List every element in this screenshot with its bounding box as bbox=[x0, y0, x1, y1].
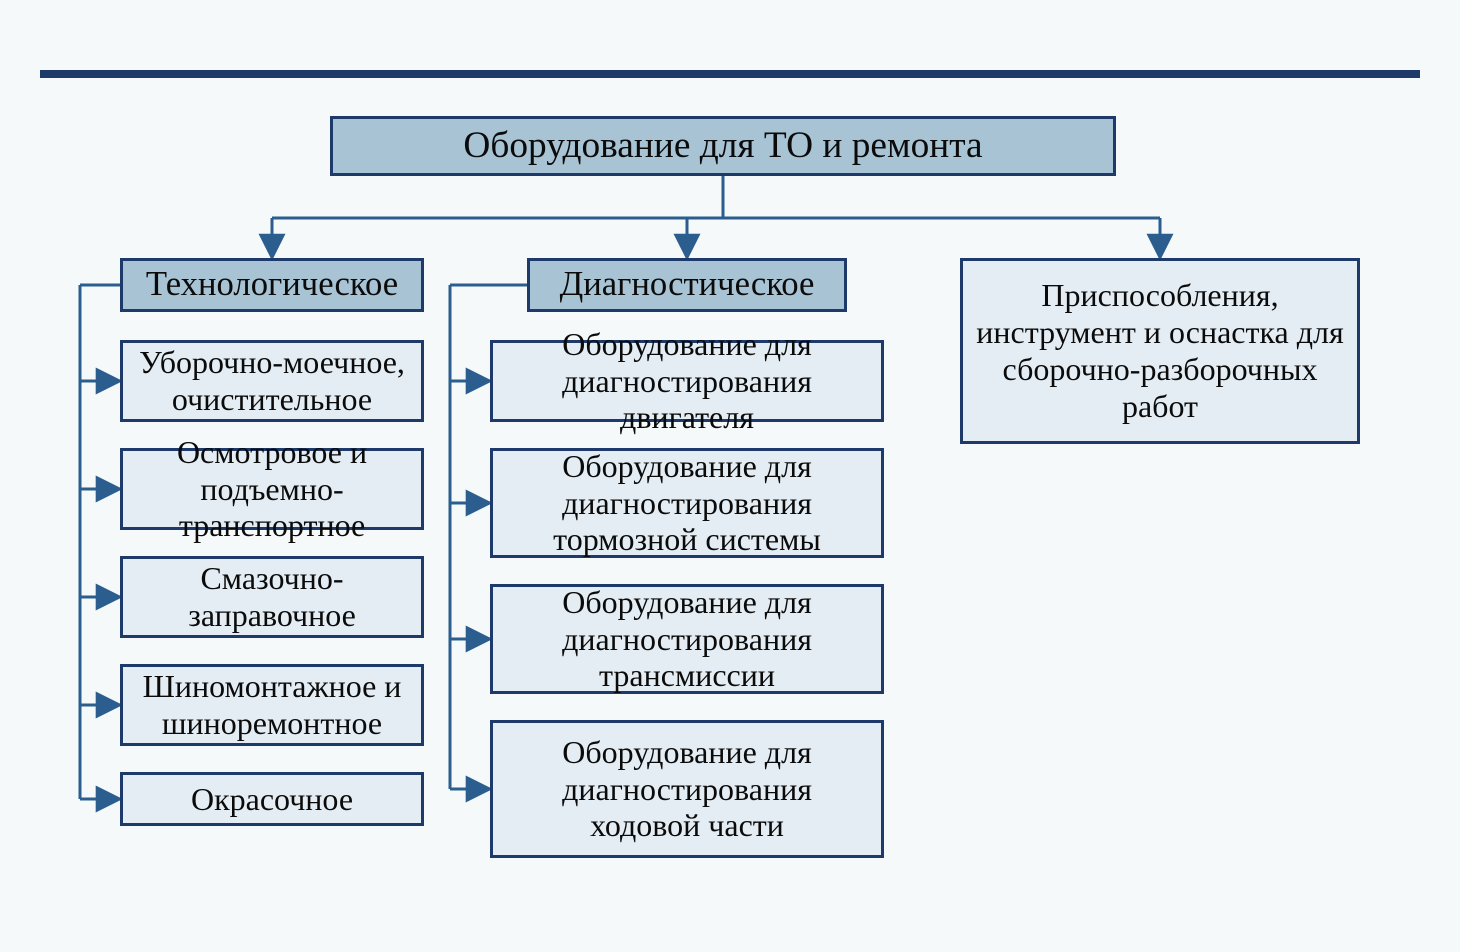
node-tech_3: Смазочно-заправочное bbox=[120, 556, 424, 638]
node-diag_3: Оборудование для диагностирования трансм… bbox=[490, 584, 884, 694]
node-cat_tech: Технологическое bbox=[120, 258, 424, 312]
node-diag_2: Оборудование для диагностирования тормоз… bbox=[490, 448, 884, 558]
node-label: Шиномонтажное и шиноремонтное bbox=[135, 668, 409, 742]
node-label: Уборочно-моечное, очистительное bbox=[135, 344, 409, 418]
node-label: Оборудование для диагностирования трансм… bbox=[505, 584, 869, 694]
node-label: Оборудование для ТО и ремонта bbox=[463, 125, 982, 168]
node-diag_4: Оборудование для диагностирования ходово… bbox=[490, 720, 884, 858]
node-tech_5: Окрасочное bbox=[120, 772, 424, 826]
node-diag_1: Оборудование для диагностирования двигат… bbox=[490, 340, 884, 422]
node-cat_tool: Приспособления, инструмент и оснастка дл… bbox=[960, 258, 1360, 444]
node-tech_1: Уборочно-моечное, очистительное bbox=[120, 340, 424, 422]
node-label: Приспособления, инструмент и оснастка дл… bbox=[975, 277, 1345, 424]
node-tech_2: Осмотровое и подъемно-транспортное bbox=[120, 448, 424, 530]
node-label: Осмотровое и подъемно-транспортное bbox=[135, 434, 409, 544]
node-label: Оборудование для диагностирования ходово… bbox=[505, 734, 869, 844]
node-label: Оборудование для диагностирования двигат… bbox=[505, 326, 869, 436]
node-cat_diag: Диагностическое bbox=[527, 258, 847, 312]
top-divider-bar bbox=[40, 70, 1420, 78]
node-label: Смазочно-заправочное bbox=[135, 560, 409, 634]
node-label: Технологическое bbox=[146, 265, 398, 305]
flowchart-diagram: Оборудование для ТО и ремонта Технологиче… bbox=[0, 0, 1460, 952]
node-root: Оборудование для ТО и ремонта bbox=[330, 116, 1116, 176]
node-tech_4: Шиномонтажное и шиноремонтное bbox=[120, 664, 424, 746]
node-label: Оборудование для диагностирования тормоз… bbox=[505, 448, 869, 558]
node-label: Диагностическое bbox=[560, 265, 815, 305]
node-label: Окрасочное bbox=[191, 781, 353, 818]
